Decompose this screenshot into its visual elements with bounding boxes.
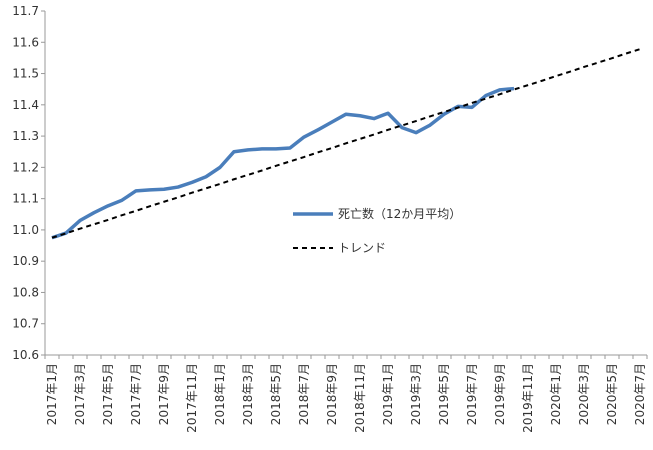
y-tick-label: 11.2 — [12, 160, 39, 174]
x-tick-label: 2017年1月 — [45, 363, 59, 425]
y-tick-label: 11.4 — [12, 98, 39, 112]
x-tick-label: 2020年7月 — [633, 363, 647, 425]
y-tick-label: 11.5 — [12, 67, 39, 81]
x-tick-label: 2019年3月 — [409, 363, 423, 425]
y-tick-label: 10.6 — [12, 348, 39, 362]
y-tick-label: 11.1 — [12, 192, 39, 206]
x-tick-label: 2019年5月 — [437, 363, 451, 425]
x-tick-label: 2020年1月 — [549, 363, 563, 425]
x-tick-label: 2018年1月 — [213, 363, 227, 425]
y-tick-label: 10.9 — [12, 254, 39, 268]
legend-label: 死亡数（12か月平均） — [338, 206, 461, 221]
data-line — [51, 48, 641, 239]
x-tick-label: 2019年7月 — [465, 363, 479, 425]
y-tick-label: 11.6 — [12, 35, 39, 49]
x-tick-label: 2018年11月 — [353, 363, 367, 433]
x-tick-label: 2018年9月 — [325, 363, 339, 425]
y-tick-label: 11.7 — [12, 4, 39, 18]
x-tick-label: 2019年11月 — [521, 363, 535, 433]
y-tick-label: 10.7 — [12, 317, 39, 331]
legend-label: トレンド — [338, 241, 386, 255]
x-tick-label: 2017年11月 — [185, 363, 199, 433]
data-line — [51, 86, 515, 240]
x-tick-label: 2017年7月 — [129, 363, 143, 425]
x-tick-label: 2017年3月 — [73, 363, 87, 425]
x-tick-label: 2019年1月 — [381, 363, 395, 425]
x-tick-label: 2018年5月 — [269, 363, 283, 425]
x-tick-label: 2019年9月 — [493, 363, 507, 425]
y-tick-label: 10.8 — [12, 285, 39, 299]
x-tick-label: 2018年7月 — [297, 363, 311, 425]
x-tick-label: 2018年3月 — [241, 363, 255, 425]
y-tick-label: 11.3 — [12, 129, 39, 143]
x-tick-label: 2020年3月 — [577, 363, 591, 425]
x-tick-label: 2017年9月 — [157, 363, 171, 425]
y-tick-label: 11.0 — [12, 223, 39, 237]
x-tick-label: 2020年5月 — [605, 363, 619, 425]
x-tick-label: 2017年5月 — [101, 363, 115, 425]
